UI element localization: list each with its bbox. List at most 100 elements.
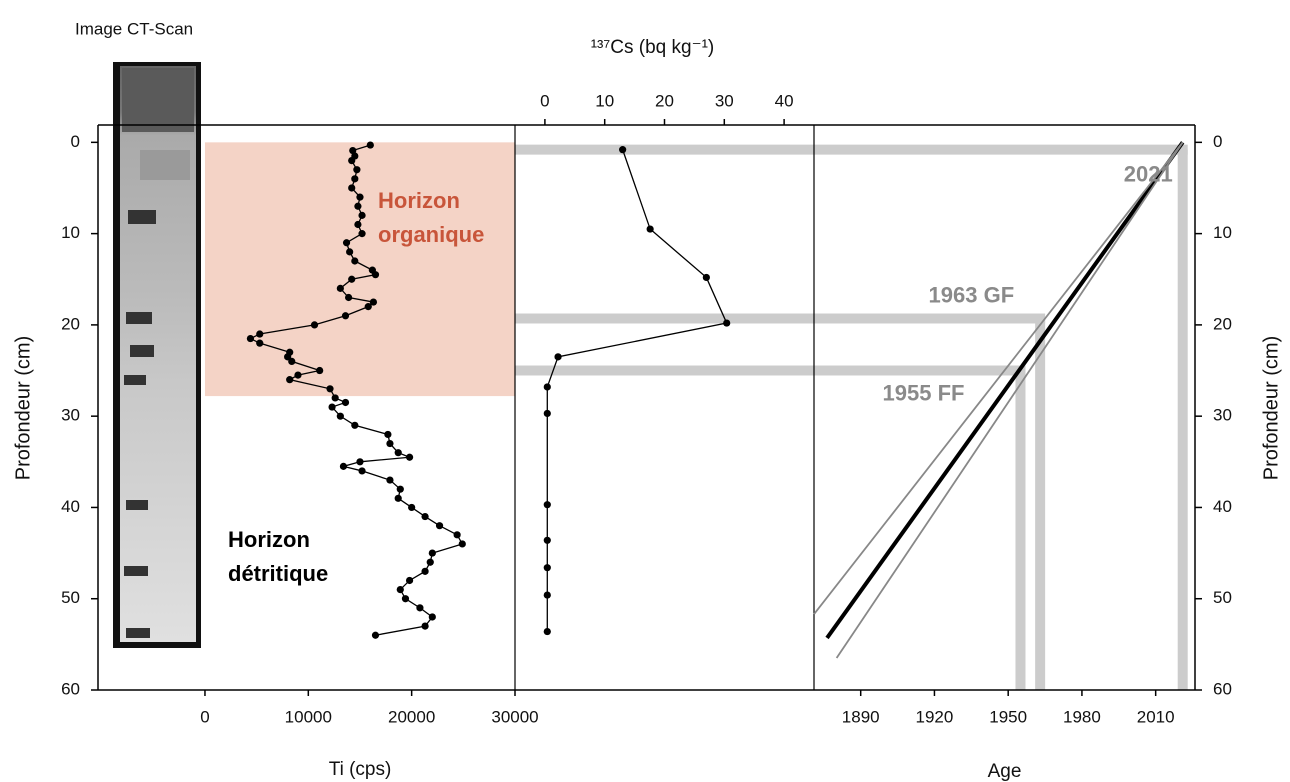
- data-point: [554, 353, 562, 361]
- x-tick-label: 1950: [989, 707, 1027, 726]
- data-point: [256, 330, 264, 338]
- data-point: [256, 339, 264, 347]
- x-axis-label: Ti (cps): [329, 759, 392, 780]
- y2-tick-label: 0: [1213, 132, 1222, 151]
- x-tick-label: 40: [775, 91, 794, 110]
- data-point: [428, 549, 436, 557]
- data-point: [326, 385, 334, 393]
- data-point: [384, 430, 392, 439]
- x-axis-label: Age: [988, 761, 1022, 782]
- data-point: [310, 321, 319, 329]
- data-point: [405, 453, 414, 461]
- data-point: [416, 604, 424, 612]
- age-model-line: [825, 141, 1185, 640]
- data-point: [246, 334, 255, 343]
- data-point: [543, 501, 551, 509]
- data-point: [341, 312, 350, 320]
- y-tick-label: 50: [61, 588, 80, 607]
- x-tick-label: 10: [595, 91, 614, 110]
- y2-tick-label: 20: [1213, 314, 1232, 333]
- data-point: [543, 564, 551, 572]
- x-tick-label: 1980: [1063, 707, 1101, 726]
- data-point: [543, 591, 551, 599]
- data-point: [354, 220, 362, 229]
- data-point: [351, 175, 359, 183]
- x-tick-label: 1920: [916, 707, 954, 726]
- data-point: [328, 403, 336, 411]
- data-point: [426, 558, 434, 566]
- data-point: [453, 531, 461, 539]
- ct-title: Image CT-Scan: [75, 19, 193, 38]
- data-line: [248, 144, 464, 636]
- x-tick-label: 0: [200, 707, 209, 726]
- y2-tick-label: 50: [1213, 588, 1232, 607]
- data-point: [349, 146, 357, 155]
- data-point: [371, 271, 380, 279]
- data-point: [348, 184, 356, 192]
- y-tick-label: 10: [61, 223, 80, 242]
- data-line: [546, 149, 728, 632]
- data-point: [543, 627, 551, 636]
- data-point: [386, 476, 394, 484]
- data-point: [405, 576, 414, 585]
- x-tick-label: 0: [540, 91, 549, 110]
- marker-label: 1963 GF: [929, 282, 1015, 307]
- data-point: [339, 462, 348, 470]
- data-point: [619, 146, 627, 154]
- age-model-line: [813, 141, 1184, 615]
- ct-image: [113, 62, 201, 648]
- y-tick-label: 30: [61, 406, 80, 425]
- horizon-label: Horizon: [378, 188, 460, 213]
- y-tick-label: 60: [61, 679, 80, 698]
- y2-axis-label: Profondeur (cm): [1260, 336, 1282, 481]
- data-point: [294, 371, 302, 379]
- data-point: [401, 595, 410, 603]
- data-point: [348, 275, 356, 283]
- data-point: [354, 202, 362, 210]
- data-point: [458, 540, 466, 548]
- data-point: [371, 631, 380, 639]
- data-point: [421, 622, 429, 630]
- data-point: [336, 412, 344, 420]
- data-point: [543, 536, 551, 544]
- x-tick-label: 30: [715, 91, 734, 110]
- marker-label: 2021: [1124, 161, 1173, 186]
- data-point: [346, 248, 354, 256]
- data-point: [364, 303, 372, 311]
- data-point: [421, 567, 429, 575]
- data-point: [351, 257, 359, 265]
- data-point: [316, 366, 324, 375]
- data-point: [358, 467, 366, 475]
- y-tick-label: 40: [61, 497, 80, 516]
- data-point: [646, 225, 654, 233]
- y2-tick-label: 40: [1213, 497, 1232, 516]
- data-point: [428, 613, 436, 621]
- data-point: [342, 239, 351, 247]
- y-axis-label: Profondeur (cm): [12, 336, 34, 481]
- x-tick-label: 20000: [388, 707, 435, 726]
- data-point: [366, 141, 374, 149]
- data-point: [331, 394, 339, 402]
- data-point: [394, 449, 402, 457]
- y-tick-label: 0: [71, 132, 80, 151]
- x-tick-label: 30000: [491, 707, 538, 726]
- data-point: [543, 409, 551, 418]
- data-point: [396, 485, 404, 493]
- data-point: [702, 273, 710, 282]
- data-point: [351, 421, 359, 429]
- shaded-region: [204, 142, 515, 397]
- data-point: [348, 156, 356, 165]
- y2-tick-label: 30: [1213, 406, 1232, 425]
- x-tick-label: 1890: [842, 707, 880, 726]
- data-point: [341, 398, 350, 407]
- data-point: [336, 284, 344, 292]
- age-model-line: [835, 141, 1184, 659]
- x-axis-label: ¹³⁷Cs (bq kg⁻¹): [591, 37, 715, 58]
- data-point: [421, 512, 429, 521]
- data-point: [394, 494, 402, 502]
- x-tick-label: 20: [655, 91, 674, 110]
- data-point: [358, 211, 366, 219]
- y-tick-label: 20: [61, 314, 80, 333]
- data-point: [288, 357, 296, 366]
